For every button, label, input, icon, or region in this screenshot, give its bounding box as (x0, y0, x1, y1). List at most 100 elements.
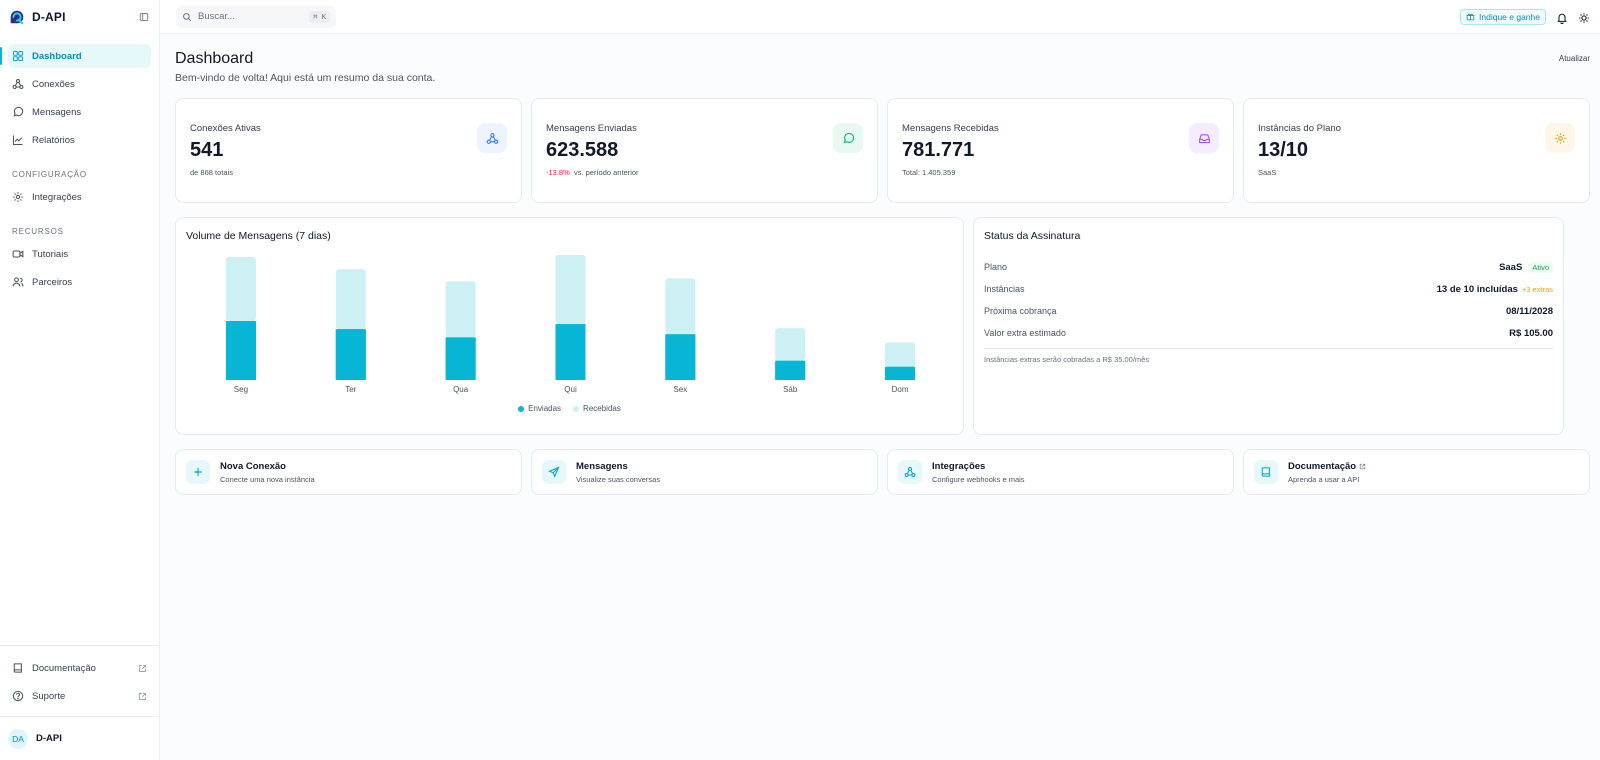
bar-enviadas-overlay-seg[interactable] (225, 321, 256, 380)
sidebar-item-parceiros[interactable]: Parceiros (8, 270, 151, 294)
plan-label: Plano (984, 262, 1008, 272)
bar-enviadas-overlay-qui[interactable] (555, 324, 586, 380)
legend-item-recebidas[interactable]: Recebidas (573, 404, 621, 413)
search-input[interactable] (198, 11, 298, 22)
search-box[interactable]: ⌘ K (176, 5, 336, 28)
sidebar-item-label: Suporte (32, 690, 66, 702)
action-subtitle: Visualize suas conversas (576, 474, 661, 484)
sidebar-item-suporte[interactable]: Suporte (8, 684, 151, 708)
search-icon (183, 12, 192, 21)
section-resources-title: RECURSOS (12, 227, 64, 236)
external-link-icon (138, 692, 147, 701)
dashboard-icon (12, 50, 24, 62)
stat-card-enviadas: Mensagens Enviadas 623.588 -13.8% vs. pe… (531, 98, 878, 203)
action-documentacao[interactable]: Documentação Aprenda a usar a API (1243, 449, 1590, 495)
stat-card-recebidas: Mensagens Recebidas 781.771 Total: 1.405… (887, 98, 1234, 203)
user-name: D-API (36, 733, 62, 744)
bar-recebidas-qui[interactable] (555, 255, 586, 325)
sidebar-item-conexoes[interactable]: Conexões (8, 72, 151, 96)
stat-sub: Total: 1.405.359 (902, 168, 956, 177)
sidebar-item-mensagens[interactable]: Mensagens (8, 100, 151, 124)
page-title: Dashboard (175, 50, 254, 67)
sidebar-item-documentacao[interactable]: Documentação (8, 656, 151, 680)
gear-icon (1545, 123, 1575, 153)
bar-enviadas-overlay-qua[interactable] (445, 337, 476, 380)
instances-label: Instâncias (984, 284, 1025, 294)
x-tick-label: Seg (234, 385, 248, 394)
sidebar-item-tutoriais[interactable]: Tutoriais (8, 242, 151, 266)
theme-toggle-icon[interactable] (1578, 11, 1590, 23)
legend-label: Enviadas (528, 404, 562, 413)
bar-recebidas-dom[interactable] (885, 342, 916, 367)
referral-button[interactable]: Indique e ganhe (1460, 8, 1546, 25)
messages-chart: Seg Ter Qua Qui Sex Sáb Dom Enviadas Recebidas (186, 242, 953, 422)
sidebar-item-dashboard[interactable]: Dashboard (0, 44, 151, 68)
video-icon (12, 250, 24, 258)
legend-item-enviadas[interactable]: Enviadas (518, 404, 561, 413)
bell-icon[interactable] (1556, 11, 1568, 24)
status-badge: Ativo (1528, 261, 1553, 273)
stat-value: 781.771 (902, 139, 975, 161)
webhook-icon (477, 123, 507, 153)
bar-enviadas-overlay-ter[interactable] (335, 329, 366, 380)
bar-recebidas-seg[interactable] (225, 257, 256, 322)
subscription-title: Status da Assinatura (984, 230, 1081, 242)
bar-recebidas-ter[interactable] (335, 269, 366, 330)
action-subtitle: Aprenda a usar a API (1288, 474, 1360, 484)
bar-enviadas-overlay-sáb[interactable] (775, 360, 806, 380)
action-subtitle: Conecte uma nova instância (220, 474, 315, 484)
bar-recebidas-sex[interactable] (665, 278, 696, 335)
bar-recebidas-qua[interactable] (445, 281, 476, 338)
refresh-button[interactable]: Atualizar (1558, 54, 1590, 63)
stat-card-instancias: Instâncias do Plano 13/10 SaaS (1243, 98, 1590, 203)
sidebar-bottom: Documentação Suporte (0, 645, 159, 716)
quick-actions: Nova Conexão Conecte uma nova instância … (175, 449, 1590, 495)
page-subtitle: Bem-vindo de volta! Aqui está um resumo … (175, 72, 436, 84)
action-title: Documentação (1288, 460, 1357, 472)
sidebar-item-label: Dashboard (32, 50, 82, 62)
billing-note: Instâncias extras serão cobradas a R$ 35… (984, 355, 1150, 364)
legend-label: Recebidas (583, 404, 621, 413)
sidebar-toggle-icon[interactable] (137, 10, 151, 24)
webhook-icon (898, 460, 922, 484)
external-link-icon (138, 664, 147, 673)
sidebar-item-label: Parceiros (32, 276, 73, 288)
sidebar-item-integracoes[interactable]: Integrações (8, 185, 151, 209)
stat-sub: SaaS (1258, 168, 1277, 177)
sidebar-item-relatorios[interactable]: Relatórios (8, 128, 151, 152)
message-icon (13, 106, 24, 117)
bar-chart-svg: Seg Ter Qua Qui Sex Sáb Dom (225, 255, 916, 394)
action-nova-conexao[interactable]: Nova Conexão Conecte uma nova instância (175, 449, 522, 495)
bar-enviadas-overlay-sex[interactable] (665, 334, 696, 380)
x-tick-label: Sex (673, 385, 687, 394)
user-menu[interactable]: DA D-API (0, 716, 159, 760)
extra-value-label: Valor extra estimado (984, 328, 1066, 338)
x-tick-label: Ter (345, 385, 356, 394)
brand-name: D-API (32, 10, 66, 24)
help-icon (12, 690, 24, 702)
chart-title: Volume de Mensagens (7 dias) (186, 230, 331, 242)
action-mensagens[interactable]: Mensagens Visualize suas conversas (531, 449, 878, 495)
dashboard-content: Dashboard Bem-vindo de volta! Aqui está … (160, 34, 1600, 495)
book-icon (13, 663, 22, 673)
sidebar-item-label: Documentação (32, 662, 96, 674)
sidebar-item-label: Mensagens (32, 106, 82, 118)
action-integracoes[interactable]: Integrações Configure webhooks e mais (887, 449, 1234, 495)
stat-card-conexoes: Conexões Ativas 541 de 868 totais (175, 98, 522, 203)
brand[interactable]: D-API (0, 0, 159, 34)
referral-label: Indique e ganhe (1479, 11, 1540, 22)
main-nav: Dashboard Conexões Mensagens Relatórios … (0, 34, 159, 298)
bar-recebidas-sáb[interactable] (775, 328, 806, 361)
middle-row: Volume de Mensagens (7 dias) Seg Ter Qua Qu… (175, 217, 1590, 435)
action-title: Nova Conexão (220, 460, 286, 472)
bar-enviadas-overlay-dom[interactable] (885, 366, 916, 380)
instances-value: 13 de 10 incluídas (1436, 283, 1518, 295)
x-tick-label: Qui (564, 385, 577, 394)
x-tick-label: Qua (453, 385, 469, 394)
section-config-title: CONFIGURAÇÃO (12, 170, 87, 179)
stat-label: Conexões Ativas (190, 123, 261, 134)
chart-line-icon (12, 135, 23, 146)
search-shortcut: ⌘ K (309, 10, 330, 23)
legend-swatch (518, 405, 525, 412)
sidebar-item-label: Conexões (32, 78, 75, 90)
